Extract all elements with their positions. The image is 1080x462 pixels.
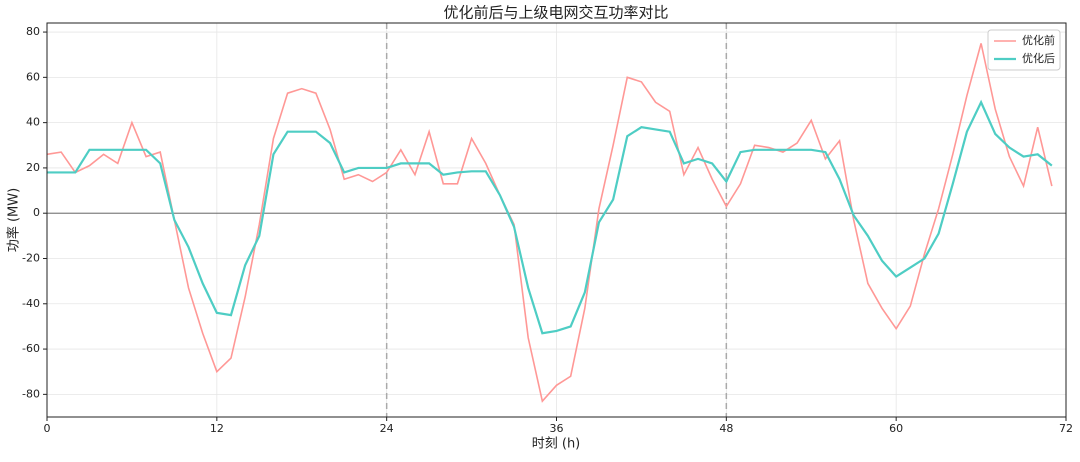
y-tick-label: 80 <box>26 25 40 38</box>
y-tick-label: -60 <box>22 342 40 355</box>
y-tick-label: -40 <box>22 297 40 310</box>
series-line <box>46 43 1053 403</box>
series-line <box>47 99 1053 335</box>
x-tick-label: 60 <box>889 422 903 435</box>
y-axis-label: 功率 (MW) <box>6 188 22 252</box>
y-tick-label: 40 <box>26 116 40 129</box>
y-tick-label: 0 <box>33 206 40 219</box>
y-tick-label: -80 <box>22 387 40 400</box>
x-tick-label: 24 <box>380 422 394 435</box>
legend-label: 优化前 <box>1022 33 1055 47</box>
x-tick-label: 72 <box>1059 422 1073 435</box>
y-tick-label: -20 <box>22 251 40 264</box>
x-tick-label: 48 <box>719 422 733 435</box>
chart-title: 优化前后与上级电网交互功率对比 <box>443 4 668 22</box>
y-tick-label: 20 <box>26 161 40 174</box>
x-tick-label: 12 <box>210 422 224 435</box>
legend-label: 优化后 <box>1022 51 1055 65</box>
y-tick-label: 60 <box>26 70 40 83</box>
plot-frame <box>46 22 1067 418</box>
x-axis-label: 时刻 (h) <box>532 437 581 452</box>
x-tick-label: 36 <box>550 422 564 435</box>
x-tick-label: 0 <box>44 422 51 435</box>
